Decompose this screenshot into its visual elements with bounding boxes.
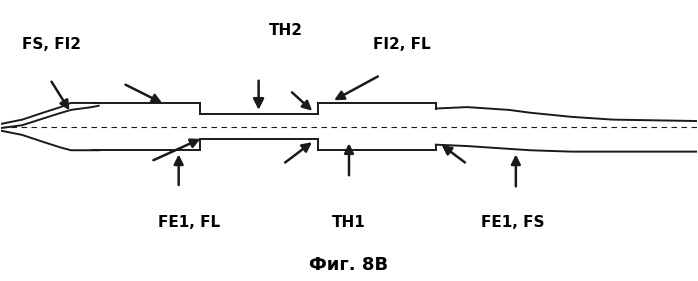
Text: FE1, FL: FE1, FL	[158, 215, 220, 230]
Text: TH1: TH1	[332, 215, 365, 230]
Text: FE1, FS: FE1, FS	[481, 215, 544, 230]
Text: Фиг. 8B: Фиг. 8B	[309, 256, 389, 274]
Text: FS, FI2: FS, FI2	[22, 37, 81, 52]
Text: FI2, FL: FI2, FL	[373, 37, 431, 52]
Text: TH2: TH2	[269, 23, 303, 38]
